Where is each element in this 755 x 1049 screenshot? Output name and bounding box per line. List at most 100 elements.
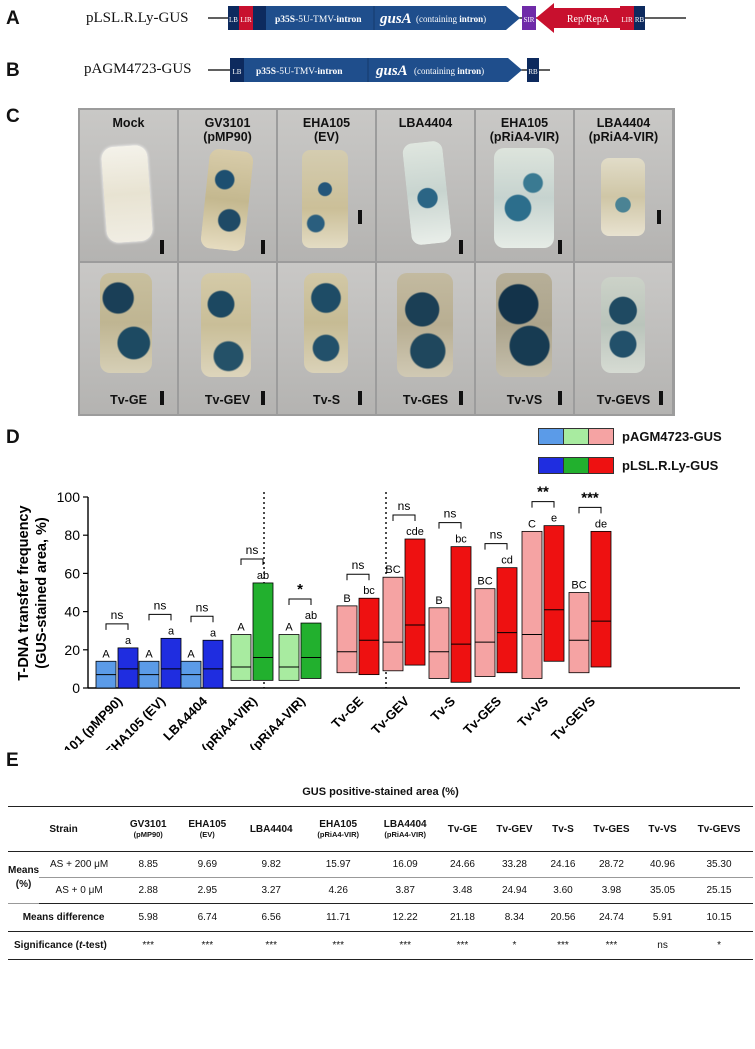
photo-label: GV3101 — [204, 116, 251, 130]
rb-label: RB — [635, 16, 645, 24]
as0-value: 3.27 — [237, 877, 306, 904]
significance-label: *** — [581, 489, 599, 506]
bar-pagm4723 — [428, 607, 450, 679]
sig-value: * — [685, 931, 753, 960]
photo-lba4404: LBA4404 — [377, 110, 474, 261]
diff-value: 12.22 — [371, 903, 440, 932]
photo-tv-s: Tv-S — [278, 263, 375, 414]
table-row-significance: Significance (t-test) *** *** *** *** *** ***… — [8, 931, 753, 960]
strain-col-header: GV3101 (pMP90) — [119, 806, 178, 852]
photo-label: LBA4404 — [398, 116, 453, 130]
photo-label: EHA105 — [302, 116, 351, 130]
explant-image — [201, 273, 251, 377]
diff-value: 5.98 — [119, 903, 178, 932]
bar-pagm4723 — [382, 576, 404, 672]
photo-mock: Mock — [80, 110, 177, 261]
significance-bracket — [346, 573, 370, 581]
spacer-box — [253, 6, 266, 30]
significance-bracket — [438, 522, 462, 529]
lb-box — [230, 58, 244, 82]
photo-grid: Mock GV3101 (pMP90) EHA105 (EV) LBA4404 … — [78, 108, 675, 416]
bar-pagm4723 — [521, 530, 543, 679]
bar-letter: C — [528, 518, 536, 530]
sig-value: *** — [119, 931, 178, 960]
as200-value: 24.16 — [543, 851, 583, 878]
promoter-gus-arrow — [266, 6, 520, 30]
explant-image — [601, 277, 645, 373]
scale-bar — [358, 391, 362, 405]
strain-col-header: Tv-GE — [439, 806, 486, 852]
sig-value: *** — [371, 931, 440, 960]
sig-value: * — [485, 931, 544, 960]
strain-header: Strain — [8, 806, 120, 852]
as200-value: 16.09 — [371, 851, 440, 878]
as0-value: 25.15 — [685, 877, 753, 904]
strain-col-header: Tv-GES — [582, 806, 641, 852]
significance-label: ** — [537, 484, 549, 501]
photo-gv3101: GV3101 (pMP90) — [179, 110, 276, 261]
significance-label: ns — [490, 528, 503, 542]
significance-bracket — [578, 506, 602, 514]
lb-label: LB — [229, 16, 238, 24]
as200-value: 9.69 — [177, 851, 238, 878]
y-axis-label-line2: (GUS-stained area, %) — [34, 517, 50, 669]
diff-label: Means difference — [8, 903, 120, 932]
bar-letter: bc — [455, 534, 467, 546]
legend-swatch-dark-3 — [588, 457, 614, 474]
diff-value: 6.74 — [177, 903, 238, 932]
category-label: Tv-VS — [514, 693, 551, 730]
panel-letter-e: E — [6, 750, 19, 771]
bar-plslrly — [496, 567, 518, 674]
as0-value: 3.87 — [371, 877, 440, 904]
photo-tv-gev: Tv-GEV — [179, 263, 276, 414]
bar-pagm4723 — [474, 588, 496, 677]
significance-bracket — [392, 514, 416, 522]
scale-bar — [358, 210, 362, 224]
sig-value: *** — [237, 931, 306, 960]
explant-image — [496, 273, 552, 377]
bar-letter: BC — [477, 576, 492, 588]
strain-col-header: Tv-GEVS — [685, 806, 753, 852]
diff-value: 6.56 — [237, 903, 306, 932]
panel-letter-a: A — [6, 8, 20, 29]
bar-plslrly — [252, 582, 274, 681]
as0-value: 24.94 — [485, 877, 544, 904]
y-tick-label: 80 — [64, 527, 80, 543]
photo-eha105-ev: EHA105 (EV) — [278, 110, 375, 261]
scale-bar — [659, 391, 663, 405]
table-title: GUS positive-stained area (%) — [302, 786, 459, 798]
svg-text:(containing intron): (containing intron) — [416, 14, 486, 24]
svg-text:p35S-5U-TMV-intron: p35S-5U-TMV-intron — [256, 67, 343, 77]
as0-value: 3.98 — [582, 877, 641, 904]
bar-letter: A — [237, 622, 245, 634]
legend-swatch-dark-1 — [538, 457, 564, 474]
diff-value: 21.18 — [439, 903, 486, 932]
construct-a-diagram: LB LIR p35S-5U-TMV-intron gusA (containi… — [208, 3, 688, 33]
photo-tv-gevs: Tv-GEVS — [575, 263, 672, 414]
as200-value: 15.97 — [305, 851, 372, 878]
diff-value: 24.74 — [582, 903, 641, 932]
significance-label: ns — [196, 600, 209, 614]
significance-label: ns — [398, 499, 411, 513]
as200-value: 35.30 — [685, 851, 753, 878]
promoter-gus-arrow — [244, 58, 522, 82]
gene-label: gusA — [375, 63, 408, 79]
as200-label: AS + 200 μM — [39, 851, 120, 878]
as0-value: 2.88 — [119, 877, 178, 904]
explant-image — [302, 150, 348, 248]
bar-letter: BC — [385, 564, 400, 576]
bar-pagm4723 — [230, 634, 252, 681]
panel-letter-d: D — [6, 427, 20, 448]
legend-swatch-light-2 — [563, 428, 589, 445]
significance-label: * — [297, 581, 303, 598]
photo-eha105-pria4: EHA105 (pRiA4-VIR) — [476, 110, 573, 261]
rep-arrow — [536, 3, 620, 33]
sir-box — [522, 6, 536, 30]
legend-swatch-dark-2 — [563, 457, 589, 474]
significance-label: ns — [154, 598, 167, 612]
as200-value: 28.72 — [582, 851, 641, 878]
svg-text:(containing intron): (containing intron) — [414, 66, 484, 76]
bar-plslrly — [543, 525, 565, 662]
as200-value: 9.82 — [237, 851, 306, 878]
significance-label: ns — [352, 558, 365, 572]
